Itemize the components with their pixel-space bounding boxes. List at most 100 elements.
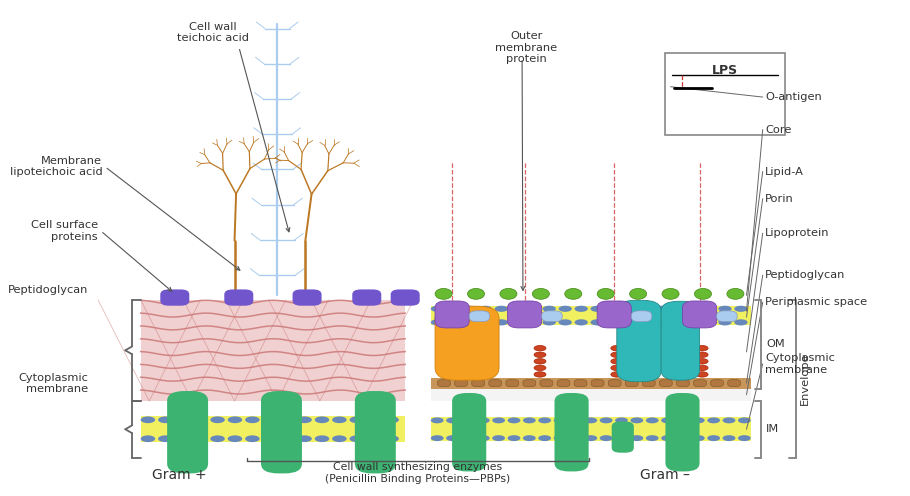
Ellipse shape (462, 319, 476, 325)
Ellipse shape (141, 417, 156, 423)
Ellipse shape (367, 435, 381, 442)
Ellipse shape (523, 435, 536, 441)
Ellipse shape (591, 306, 604, 312)
Ellipse shape (639, 319, 652, 325)
Text: Periplasmic space: Periplasmic space (765, 297, 867, 307)
Ellipse shape (539, 435, 551, 441)
Ellipse shape (611, 346, 622, 351)
FancyBboxPatch shape (508, 301, 541, 328)
Bar (430, 306, 751, 325)
Ellipse shape (446, 418, 459, 424)
Ellipse shape (727, 289, 744, 299)
FancyBboxPatch shape (471, 380, 484, 386)
Ellipse shape (495, 306, 508, 312)
Ellipse shape (532, 289, 550, 299)
Ellipse shape (676, 435, 689, 441)
Ellipse shape (692, 435, 704, 441)
FancyBboxPatch shape (541, 311, 562, 322)
Ellipse shape (597, 289, 614, 299)
Text: Cytoplasmic
membrane: Cytoplasmic membrane (18, 373, 87, 394)
FancyBboxPatch shape (617, 300, 662, 381)
Ellipse shape (534, 372, 546, 377)
Ellipse shape (298, 417, 312, 423)
Ellipse shape (534, 346, 546, 351)
Text: Porin: Porin (765, 193, 794, 204)
Ellipse shape (707, 418, 720, 424)
Ellipse shape (430, 435, 443, 441)
Ellipse shape (457, 365, 470, 371)
Text: O-antigen: O-antigen (765, 92, 822, 102)
Ellipse shape (611, 365, 622, 371)
Bar (141, 417, 405, 442)
FancyBboxPatch shape (574, 380, 587, 386)
Text: Outer
membrane
protein: Outer membrane protein (495, 31, 558, 64)
Ellipse shape (210, 435, 225, 442)
Bar (430, 418, 751, 441)
Text: Cell wall synthesizing enzymes
(Penicillin Binding Proteins—PBPs): Cell wall synthesizing enzymes (Penicill… (326, 462, 511, 484)
Ellipse shape (692, 418, 704, 424)
FancyBboxPatch shape (540, 380, 552, 386)
Text: Cytoplasmic
membrane: Cytoplasmic membrane (765, 353, 835, 374)
Text: Peptidoglycan: Peptidoglycan (7, 285, 87, 295)
FancyBboxPatch shape (489, 380, 501, 386)
Text: Cell wall
teichoic acid: Cell wall teichoic acid (177, 22, 249, 43)
Text: Peptidoglycan: Peptidoglycan (765, 270, 845, 280)
Ellipse shape (622, 306, 636, 312)
Ellipse shape (245, 417, 259, 423)
Ellipse shape (527, 306, 540, 312)
Ellipse shape (158, 435, 173, 442)
Ellipse shape (703, 319, 715, 325)
Ellipse shape (694, 289, 712, 299)
Ellipse shape (718, 319, 732, 325)
Ellipse shape (523, 418, 536, 424)
FancyBboxPatch shape (682, 301, 717, 328)
Ellipse shape (553, 435, 566, 441)
Ellipse shape (559, 319, 571, 325)
Ellipse shape (723, 418, 735, 424)
Ellipse shape (696, 372, 708, 377)
Ellipse shape (280, 435, 295, 442)
Ellipse shape (646, 418, 659, 424)
Ellipse shape (630, 289, 647, 299)
Ellipse shape (315, 435, 329, 442)
Ellipse shape (457, 346, 470, 351)
Ellipse shape (447, 306, 460, 312)
Ellipse shape (662, 435, 674, 441)
Ellipse shape (569, 418, 581, 424)
Ellipse shape (500, 289, 517, 299)
FancyBboxPatch shape (625, 380, 638, 386)
FancyBboxPatch shape (355, 391, 396, 473)
Ellipse shape (696, 365, 708, 371)
Ellipse shape (495, 319, 508, 325)
FancyBboxPatch shape (452, 393, 486, 471)
Ellipse shape (245, 435, 259, 442)
Ellipse shape (718, 306, 732, 312)
Ellipse shape (631, 435, 643, 441)
FancyBboxPatch shape (554, 393, 589, 471)
Text: Membrane
lipoteichoic acid: Membrane lipoteichoic acid (9, 156, 102, 178)
FancyBboxPatch shape (693, 380, 706, 386)
Ellipse shape (511, 306, 524, 312)
Ellipse shape (574, 319, 588, 325)
Ellipse shape (584, 435, 597, 441)
Ellipse shape (262, 417, 277, 423)
Ellipse shape (492, 435, 505, 441)
Ellipse shape (367, 417, 381, 423)
Ellipse shape (591, 319, 604, 325)
FancyBboxPatch shape (435, 306, 499, 380)
Ellipse shape (534, 365, 546, 371)
FancyBboxPatch shape (224, 290, 253, 306)
Ellipse shape (671, 319, 683, 325)
Ellipse shape (349, 417, 364, 423)
Ellipse shape (457, 372, 470, 377)
FancyBboxPatch shape (523, 380, 536, 386)
FancyBboxPatch shape (435, 301, 470, 328)
Ellipse shape (654, 306, 668, 312)
FancyBboxPatch shape (470, 311, 490, 322)
Ellipse shape (615, 435, 628, 441)
Ellipse shape (315, 417, 329, 423)
Ellipse shape (298, 435, 312, 442)
FancyBboxPatch shape (160, 290, 189, 306)
Ellipse shape (508, 418, 521, 424)
Ellipse shape (606, 306, 620, 312)
